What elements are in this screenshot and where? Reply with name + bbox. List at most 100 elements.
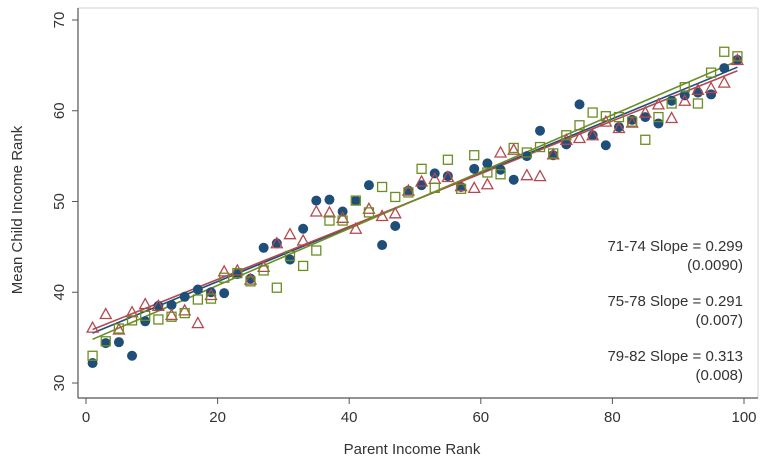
slope-standard-error: (0.007) <box>695 312 743 329</box>
data-point-square <box>613 111 625 123</box>
y-axis-label: Mean Child Income Rank <box>9 125 26 294</box>
data-point-triangle <box>625 115 639 128</box>
data-point-circle <box>324 194 335 205</box>
data-point-triangle <box>480 177 494 190</box>
data-point-square <box>548 148 559 159</box>
y-tick-label: 70 <box>51 12 68 29</box>
data-point-circle <box>192 284 203 295</box>
data-point-circle <box>416 180 427 191</box>
data-point-triangle <box>112 322 126 335</box>
data-point-square <box>495 169 506 180</box>
data-point-triangle <box>678 93 692 106</box>
data-point-circle <box>219 288 230 299</box>
data-point-circle <box>179 291 190 302</box>
data-point-triangle <box>704 81 718 94</box>
data-point-circle <box>350 195 361 206</box>
data-point-triangle <box>336 210 350 223</box>
data-point-square <box>416 163 427 174</box>
data-point-triangle <box>349 221 363 234</box>
data-point-circle <box>613 122 624 133</box>
data-point-square <box>311 245 322 256</box>
data-point-square <box>719 46 730 57</box>
data-point-circle <box>298 223 309 234</box>
x-tick-label: 40 <box>341 409 358 426</box>
y-tick-label: 40 <box>51 284 68 301</box>
data-point-square <box>429 182 440 194</box>
data-point-square <box>482 167 493 178</box>
data-point-square <box>324 215 335 226</box>
data-point-circle <box>377 240 388 251</box>
data-point-triangle <box>414 174 429 187</box>
data-point-triangle <box>717 75 731 88</box>
data-point-triangle <box>730 53 745 66</box>
data-point-square <box>705 67 717 78</box>
data-point-square <box>376 181 388 193</box>
plot-frame <box>77 7 759 399</box>
data-point-triangle <box>520 168 534 181</box>
data-point-triangle <box>296 233 310 246</box>
data-point-square <box>140 310 151 321</box>
data-point-circle <box>719 63 730 74</box>
data-point-square <box>403 187 414 198</box>
data-point-triangle <box>454 179 468 192</box>
data-point-triangle <box>125 305 139 318</box>
data-point-square <box>732 51 743 62</box>
data-point-circle <box>587 130 598 141</box>
data-point-triangle <box>388 206 402 219</box>
data-points <box>85 46 745 369</box>
data-point-square <box>153 314 164 325</box>
slope-standard-error: (0.0090) <box>687 257 743 274</box>
data-point-square <box>284 250 296 262</box>
y-tick-label: 30 <box>51 375 68 392</box>
data-point-circle <box>521 151 532 162</box>
data-point-circle <box>482 158 493 169</box>
x-tick-label: 100 <box>731 409 756 426</box>
data-point-circle <box>574 99 585 110</box>
data-point-square <box>574 120 585 131</box>
data-point-square <box>390 191 401 203</box>
data-point-triangle <box>283 227 297 240</box>
data-point-triangle <box>217 264 231 277</box>
data-point-circle <box>692 87 703 98</box>
data-point-square <box>87 350 98 361</box>
data-point-triangle <box>243 272 258 285</box>
data-point-circle <box>127 350 138 361</box>
data-point-square <box>679 82 690 93</box>
data-point-square <box>337 215 348 226</box>
data-point-square <box>350 195 361 206</box>
data-point-triangle <box>546 147 560 160</box>
data-point-triangle <box>270 236 284 249</box>
data-point-circle <box>284 254 295 265</box>
axis-ticks: 0 20 40 60 80 100 30 40 50 60 70 <box>51 12 757 426</box>
x-axis-label: Parent Income Rank <box>344 441 481 458</box>
data-point-square <box>640 134 651 145</box>
data-point-circle <box>232 269 243 280</box>
data-point-triangle <box>322 205 337 218</box>
data-point-circle <box>87 358 98 369</box>
x-tick-label: 0 <box>82 409 90 426</box>
slope-standard-error: (0.008) <box>695 367 743 384</box>
data-point-circle <box>666 95 677 106</box>
data-point-square <box>192 294 204 305</box>
data-point-square <box>113 323 125 334</box>
data-point-triangle <box>230 263 244 276</box>
data-point-square <box>469 150 480 161</box>
data-point-square <box>692 98 704 109</box>
data-point-square <box>245 276 256 287</box>
data-point-circle <box>100 338 111 349</box>
data-point-circle <box>363 180 374 191</box>
data-point-circle <box>442 171 453 182</box>
slope-annotations: 71-74 Slope = 0.299 (0.0090) 75-78 Slope =… <box>607 238 743 384</box>
data-point-circle <box>508 174 519 185</box>
data-point-square <box>258 265 269 276</box>
data-point-square <box>205 293 217 304</box>
data-point-triangle <box>401 183 416 196</box>
data-point-triangle <box>151 299 165 312</box>
data-point-circle <box>113 337 124 348</box>
y-tick-label: 60 <box>51 102 68 119</box>
data-point-triangle <box>309 204 323 217</box>
data-point-circle <box>390 221 401 232</box>
data-point-square <box>534 141 546 153</box>
y-tick-label: 50 <box>51 193 68 210</box>
